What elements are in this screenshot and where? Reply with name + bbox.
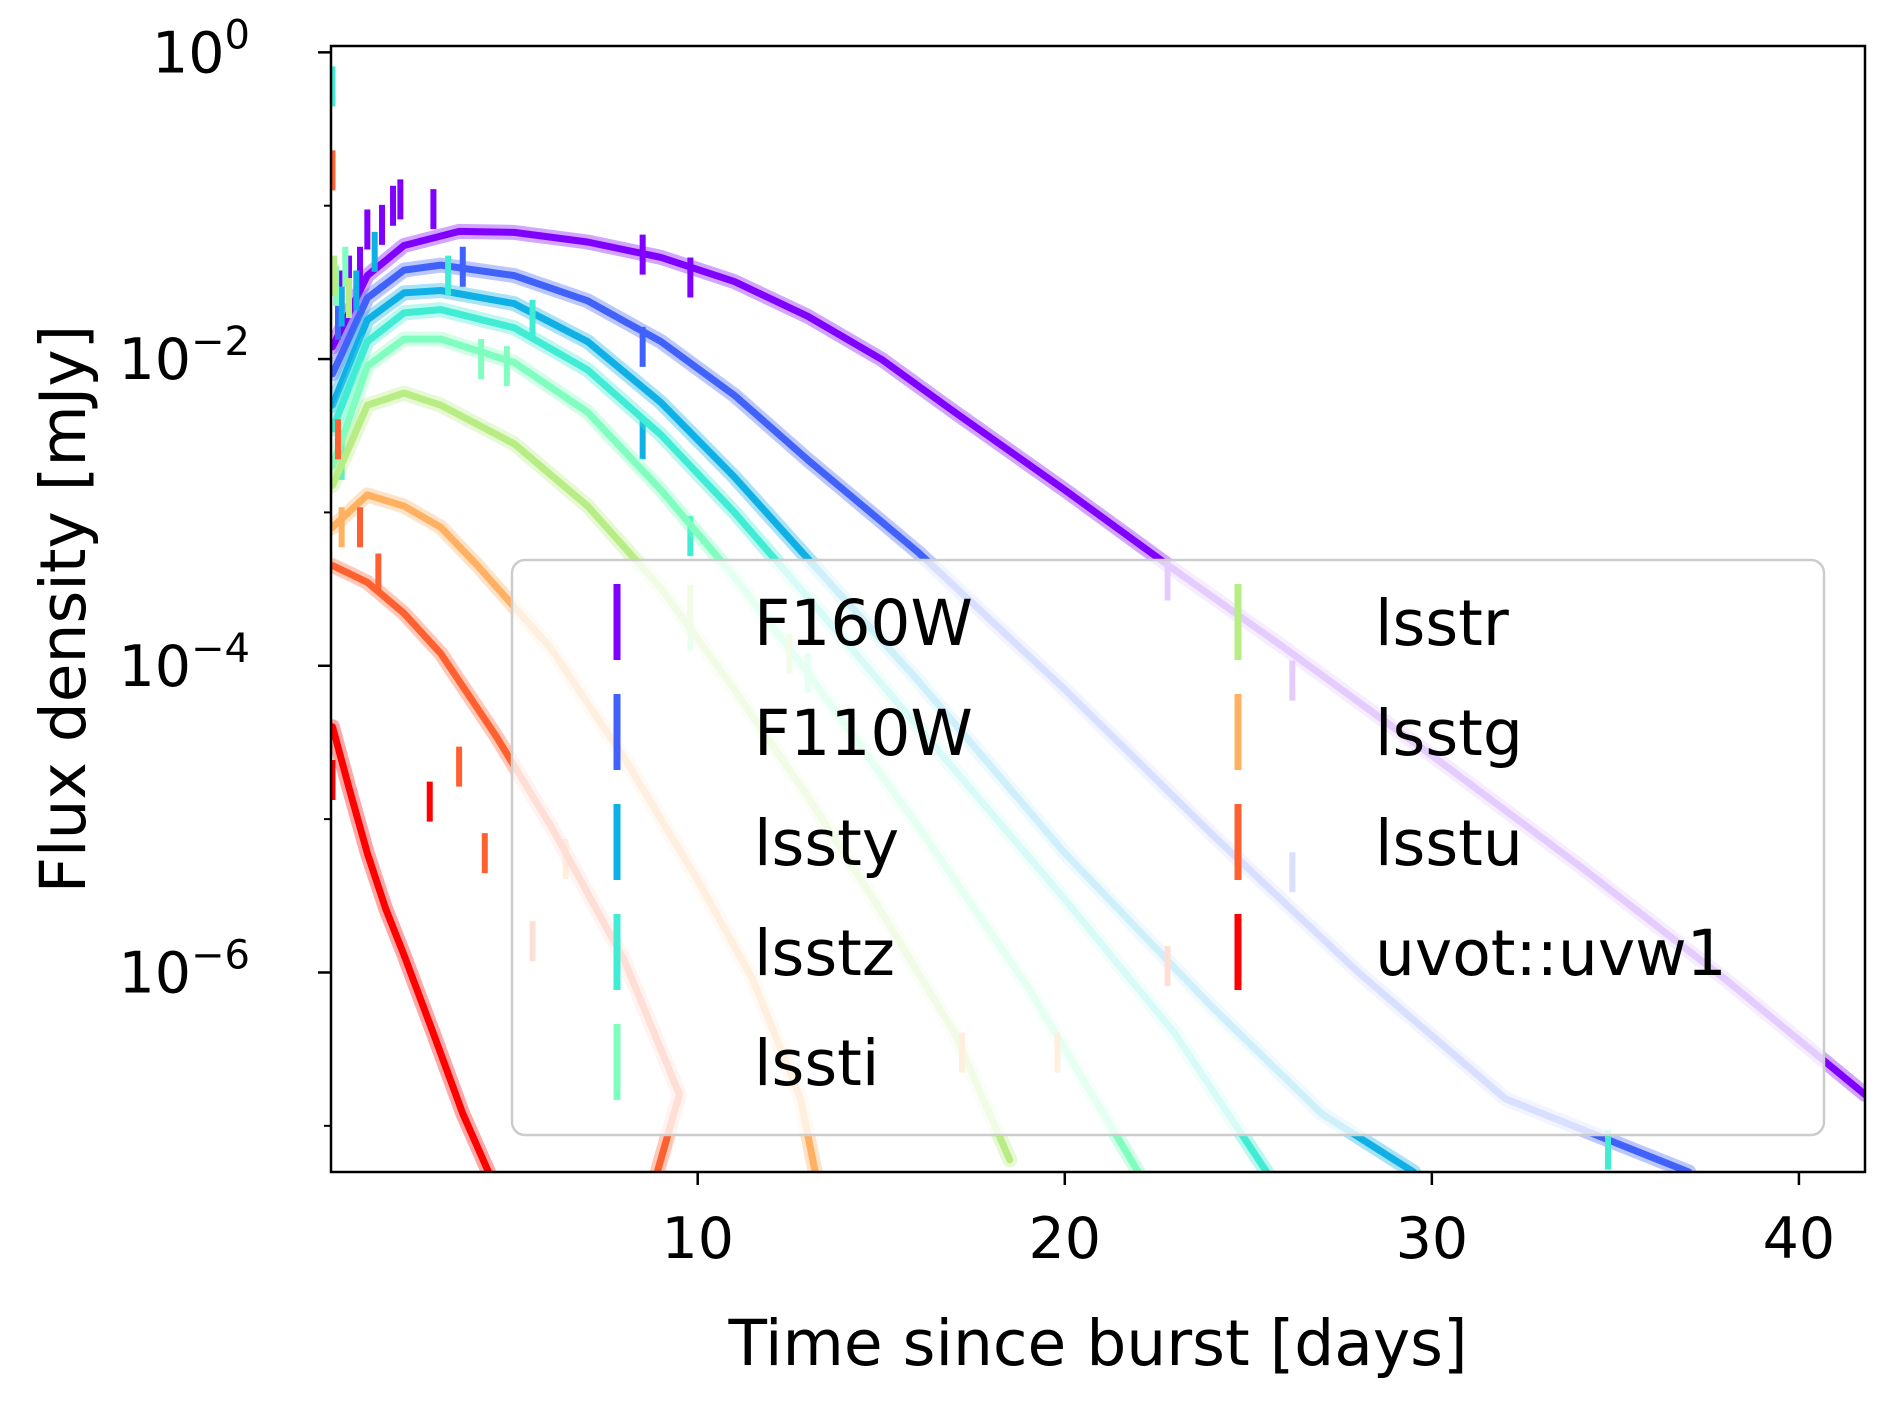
x-tick-label: 10 bbox=[661, 1206, 734, 1272]
legend-label-uvot-uvw1: uvot::uvw1 bbox=[1375, 917, 1727, 990]
x-tick-label: 20 bbox=[1029, 1206, 1102, 1272]
legend-label-lsstu: lsstu bbox=[1375, 807, 1523, 880]
legend-label-lssty: lssty bbox=[754, 807, 899, 880]
y-axis-label: Flux density [mJy] bbox=[27, 325, 100, 893]
legend-label-lsstr: lsstr bbox=[1375, 587, 1509, 660]
legend-label-lssti: lssti bbox=[754, 1027, 879, 1100]
x-tick-label: 30 bbox=[1396, 1206, 1469, 1272]
legend: F160W F110W lssty lsstz lssti lsstr lsstg lsstu… bbox=[512, 560, 1824, 1135]
legend-label-lsstg: lsstg bbox=[1375, 697, 1523, 770]
x-tick-label: 40 bbox=[1763, 1206, 1836, 1272]
legend-label-f110w: F110W bbox=[754, 697, 973, 770]
x-axis-label: Time since burst [days] bbox=[727, 1307, 1467, 1380]
legend-label-lsstz: lsstz bbox=[754, 917, 895, 990]
legend-label-f160w: F160W bbox=[754, 587, 973, 660]
legend-box bbox=[512, 560, 1824, 1135]
